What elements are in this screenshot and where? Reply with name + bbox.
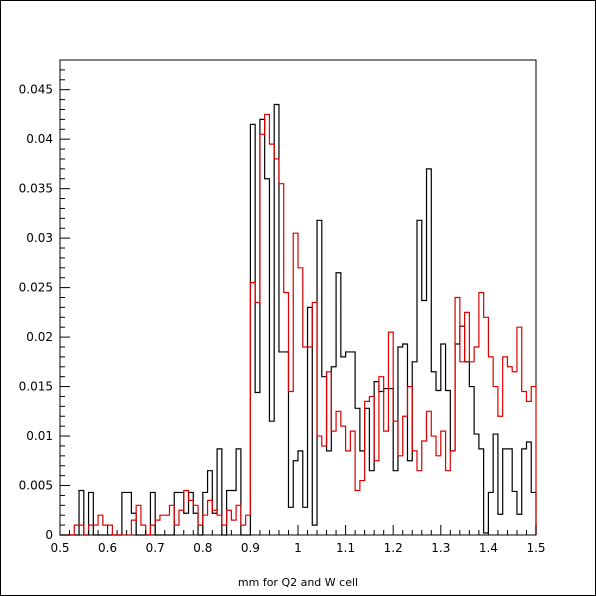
histogram-layer [60,103,537,536]
x-tick-label: 0.7 [146,541,165,555]
y-tick-label: 0.04 [26,132,53,146]
x-tick-label: 0.5 [50,541,69,555]
x-tick-label: 1.2 [384,541,403,555]
x-tick-label: 1.3 [431,541,450,555]
x-tick-label: 0.8 [193,541,212,555]
x-tick-label: 1.5 [526,541,545,555]
y-tick-label: 0.02 [26,330,53,344]
axis-ticks: 0.5 0.6 0.7 0.8 0.9 1 1.1 1.2 1.3 1.4 1.5 0 0.005 0.0… [19,59,546,555]
y-tick-label: 0.025 [19,281,53,295]
y-tick-label: 0.01 [26,429,53,443]
x-tick-label: 0.9 [241,541,260,555]
y-tick-label: 0.005 [19,479,53,493]
x-tick-label: 1 [294,541,302,555]
y-tick-label: 0.015 [19,380,53,394]
y-tick-label: 0.045 [19,83,53,97]
x-tick-label: 0.6 [98,541,117,555]
x-axis-title: mm for Q2 and W cell [238,576,358,589]
histogram-series-2 [60,113,537,536]
y-tick-label: 0 [45,528,53,542]
y-tick-label: 0.03 [26,231,53,245]
x-tick-label: 1.1 [336,541,355,555]
x-tick-label: 1.4 [479,541,498,555]
plot-area [59,59,537,536]
y-tick-label: 0.035 [19,182,53,196]
